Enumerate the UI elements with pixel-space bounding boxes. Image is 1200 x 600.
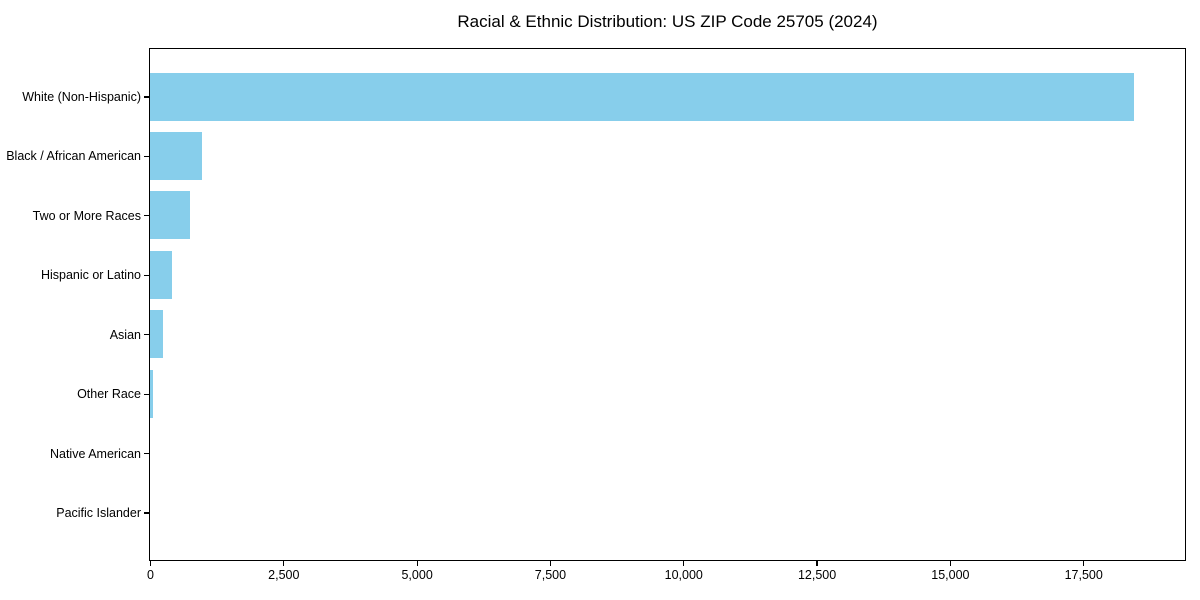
y-tick-label-hispanic-or-latino: Hispanic or Latino xyxy=(40,268,141,283)
y-tick-mark xyxy=(144,155,149,158)
y-tick-mark xyxy=(144,334,149,336)
y-tick-label-pacific-islander: Pacific Islander xyxy=(56,506,141,520)
x-tick-mark xyxy=(549,561,552,566)
y-tick-mark xyxy=(144,512,149,514)
plot-area xyxy=(149,48,1186,561)
x-tick-label-0: 0 xyxy=(147,568,154,582)
y-tick-mark xyxy=(144,393,149,395)
y-tick-label-other-race: Other Race xyxy=(77,387,141,402)
x-tick-label-17500: 17,500 xyxy=(1064,568,1103,582)
x-tick-label-15000: 15,000 xyxy=(931,568,970,582)
x-tick-label-12500: 12,500 xyxy=(797,568,837,582)
x-tick-mark xyxy=(949,561,951,566)
y-tick-mark xyxy=(144,452,149,455)
x-tick-label-2500: 2,500 xyxy=(268,568,300,582)
x-tick-mark xyxy=(416,561,418,566)
bar-black-african-american xyxy=(150,131,202,180)
bar-asian xyxy=(150,310,164,359)
bar-white-non-hispanic xyxy=(150,72,1134,121)
bar-other-race xyxy=(150,369,153,418)
x-tick-label-7500: 7,500 xyxy=(534,568,567,582)
x-tick-mark xyxy=(149,561,152,566)
chart-title: Racial & Ethnic Distribution: US ZIP Cod… xyxy=(457,12,878,31)
y-tick-label-native-american: Native American xyxy=(49,446,141,461)
y-tick-mark xyxy=(144,96,149,98)
y-tick-label-two-or-more-races: Two or More Races xyxy=(32,208,141,223)
x-tick-mark xyxy=(283,561,285,566)
y-tick-mark xyxy=(144,274,149,276)
x-tick-label-5000: 5,000 xyxy=(401,568,433,582)
x-tick-mark xyxy=(816,561,818,566)
bar-hispanic-or-latino xyxy=(150,250,172,299)
x-tick-mark xyxy=(683,561,685,566)
x-tick-mark xyxy=(1083,561,1085,566)
bar-two-or-more-races xyxy=(150,191,190,240)
y-tick-label-black-african-american: Black / African American xyxy=(6,149,141,164)
y-tick-mark xyxy=(144,215,149,217)
x-tick-label-10000: 10,000 xyxy=(664,568,703,582)
y-tick-label-white-non-hispanic: White (Non-Hispanic) xyxy=(22,90,141,104)
y-tick-label-asian: Asian xyxy=(109,327,141,342)
